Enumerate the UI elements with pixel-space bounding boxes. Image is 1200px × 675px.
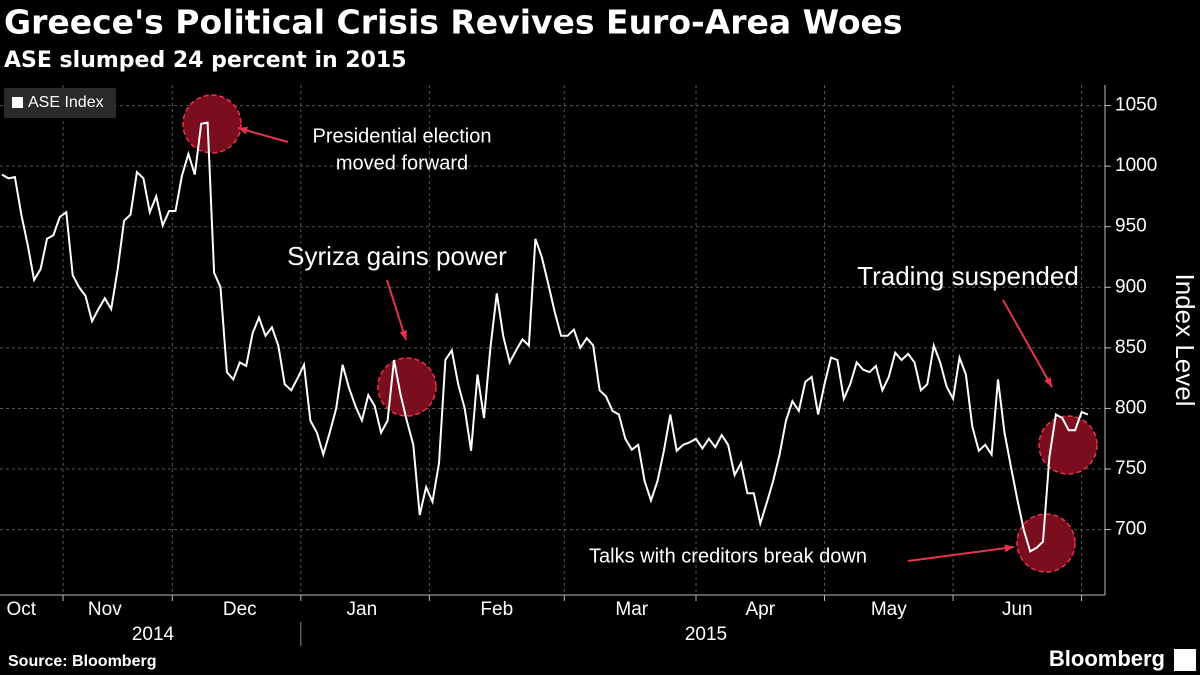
- x-tick-label: Oct: [6, 599, 36, 620]
- x-tick-label: Dec: [223, 599, 257, 620]
- year-label: 2014: [132, 624, 175, 645]
- legend-label: ASE Index: [28, 94, 104, 111]
- x-tick-label: Jun: [1002, 599, 1033, 620]
- y-tick-label: 850: [1115, 337, 1147, 358]
- y-tick-label: 900: [1115, 276, 1147, 297]
- annotation: Talks with creditors break down: [589, 545, 867, 567]
- annotation-arrow: [386, 279, 407, 341]
- annotation: moved forward: [336, 152, 468, 174]
- annotation-circle: [1038, 415, 1098, 475]
- y-tick-label: 1050: [1115, 95, 1157, 116]
- arrow-head: [1004, 544, 1014, 553]
- x-tick-label: Jan: [347, 599, 378, 620]
- x-tick-label: Nov: [88, 599, 122, 620]
- annotation-arrow: [1002, 299, 1053, 388]
- brand: Bloomberg: [1049, 646, 1165, 671]
- annotation-arrow: [907, 546, 1015, 562]
- y-axis-label: Index Level: [1170, 274, 1200, 407]
- arrow-head: [238, 126, 248, 135]
- y-tick-label: 1000: [1115, 155, 1157, 176]
- x-tick-label: Apr: [745, 599, 775, 620]
- y-tick-label: 700: [1115, 519, 1147, 540]
- annotation: Trading suspended: [857, 261, 1079, 291]
- annotation: Presidential election: [313, 125, 492, 147]
- chart-subtitle: ASE slumped 24 percent in 2015: [4, 48, 407, 73]
- source: Source: Bloomberg: [8, 653, 156, 670]
- line-series: [1, 121, 1089, 553]
- arrow-head: [1044, 377, 1052, 387]
- x-tick-label: May: [871, 599, 907, 620]
- arrow-head: [399, 330, 407, 340]
- y-tick-label: 750: [1115, 458, 1147, 479]
- chart-title: Greece's Political Crisis Revives Euro-A…: [4, 3, 903, 42]
- y-tick-label: 950: [1115, 216, 1147, 237]
- annotation-circle: [1016, 513, 1076, 573]
- annotation: Syriza gains power: [287, 241, 507, 271]
- brand-icon: [1174, 649, 1196, 671]
- annotation-circle: [377, 357, 437, 417]
- y-tick-label: 800: [1115, 397, 1147, 418]
- x-tick-label: Feb: [480, 599, 513, 620]
- legend-swatch: [12, 97, 23, 108]
- annotation-circle: [182, 94, 242, 154]
- x-tick-label: Mar: [615, 599, 648, 620]
- year-label: 2015: [685, 624, 727, 645]
